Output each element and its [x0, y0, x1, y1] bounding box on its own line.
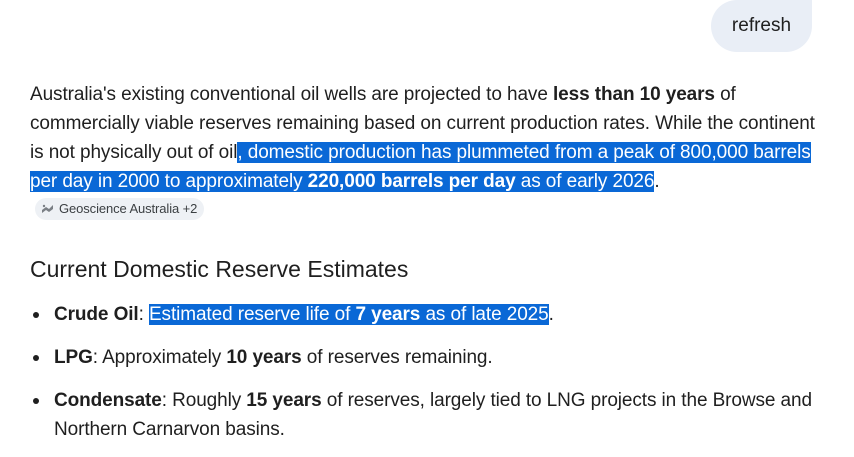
- geoscience-australia-logo-icon: [41, 204, 54, 214]
- answer-paragraph: Australia's existing conventional oil we…: [30, 80, 820, 225]
- list-item-name: Crude Oil: [54, 304, 139, 325]
- list-item-bold: 15 years: [246, 390, 322, 411]
- list-item-text: of reserves, largely tied to LNG project…: [54, 390, 812, 440]
- intro-text-2: of commercially viable reserves remainin…: [30, 84, 815, 163]
- intro-text: Australia's existing conventional oil we…: [30, 80, 820, 225]
- list-item-period: .: [548, 304, 554, 325]
- refresh-button[interactable]: refresh: [711, 0, 812, 52]
- list-item-separator: :: [138, 304, 149, 325]
- source-chip[interactable]: Geoscience Australia +2: [35, 198, 205, 220]
- selected-text-2: as of early 2026: [515, 171, 655, 192]
- source-chip-label: Geoscience Australia +2: [59, 201, 198, 216]
- list-item-lpg: LPG: Approximately 10 years of reserves …: [33, 343, 824, 372]
- intro-text-1: Australia's existing conventional oil we…: [30, 84, 553, 105]
- list-item-text: : Roughly: [161, 390, 247, 411]
- selected-bold: 7 years: [355, 304, 421, 325]
- intro-bold-1: less than 10 years: [552, 84, 715, 105]
- list-item-condensate: Condensate: Roughly 15 years of reserves…: [33, 386, 824, 444]
- list-item-text: of reserves remaining.: [301, 347, 493, 368]
- list-item-name: LPG: [54, 347, 93, 368]
- section-heading: Current Domestic Reserve Estimates: [30, 256, 409, 282]
- list-item-bold: 10 years: [226, 347, 302, 368]
- reserves-list: Crude Oil: Estimated reserve life of 7 y…: [33, 300, 824, 457]
- intro-period: .: [654, 171, 660, 192]
- selected-text-1: , domestic production has plummeted from…: [30, 142, 811, 192]
- selected-text-1: Estimated reserve life of: [148, 304, 356, 325]
- selected-text-2: as of late 2025: [420, 304, 549, 325]
- list-item-crude-oil: Crude Oil: Estimated reserve life of 7 y…: [33, 300, 824, 329]
- selected-bold: 220,000 barrels per day: [307, 171, 516, 192]
- selected-text-crude-oil[interactable]: Estimated reserve life of 7 years as of …: [148, 304, 549, 325]
- list-item-text: : Approximately: [92, 347, 227, 368]
- list-item-name: Condensate: [54, 390, 162, 411]
